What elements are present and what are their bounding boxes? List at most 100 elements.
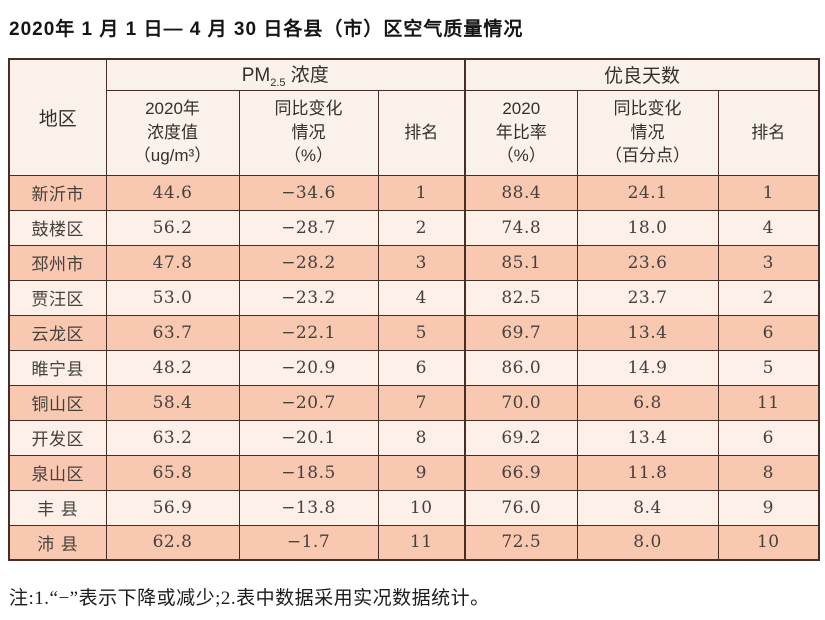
pm25-suffix: 浓度 xyxy=(285,65,329,87)
pm-rank-cell: 1 xyxy=(377,174,466,211)
table-header: 地区 PM2.5 浓度 优良天数 2020年 浓度值 （ug/m³） 同比变化 … xyxy=(8,58,820,176)
gd-rate-cell: 69.7 xyxy=(464,314,578,351)
gd-rate-cell: 70.0 xyxy=(464,384,578,421)
gd-rank-cell: 6 xyxy=(717,314,820,351)
pm-value-cell: 63.2 xyxy=(105,419,240,456)
pm-change-cell: −20.7 xyxy=(238,384,379,421)
pm-value-cell: 63.7 xyxy=(105,314,240,351)
gd-rate-cell: 86.0 xyxy=(464,349,578,386)
region-cell: 贾汪区 xyxy=(8,279,107,316)
gd-change-cell: 13.4 xyxy=(576,419,719,456)
pm-rank-cell: 10 xyxy=(377,489,466,526)
pm25-prefix: PM xyxy=(241,65,271,87)
table-row: 鼓楼区 56.2 −28.7 2 74.8 18.0 4 xyxy=(8,209,820,246)
table-row: 睢宁县 48.2 −20.9 6 86.0 14.9 5 xyxy=(8,349,820,386)
table-row: 铜山区 58.4 −20.7 7 70.0 6.8 11 xyxy=(8,384,820,421)
gd-rank-cell: 6 xyxy=(717,419,820,456)
pm-value-cell: 48.2 xyxy=(105,349,240,386)
gd-rank-cell: 9 xyxy=(717,489,820,526)
header-pm-change: 同比变化 情况 （%） xyxy=(238,89,379,176)
gd-rate-cell: 66.9 xyxy=(464,454,578,491)
pm-value-cell: 56.9 xyxy=(105,489,240,526)
gd-change-cell: 18.0 xyxy=(576,209,719,246)
pm-value-cell: 56.2 xyxy=(105,209,240,246)
pm-value-cell: 44.6 xyxy=(105,174,240,211)
pm25-subscript: 2.5 xyxy=(270,77,286,90)
gd-rate-cell: 82.5 xyxy=(464,279,578,316)
table-row: 丰 县 56.9 −13.8 10 76.0 8.4 9 xyxy=(8,489,820,526)
gd-rank-cell: 8 xyxy=(717,454,820,491)
pm-value-cell: 65.8 xyxy=(105,454,240,491)
group-header-row: 地区 PM2.5 浓度 优良天数 xyxy=(8,58,820,176)
region-cell: 沛 县 xyxy=(8,524,107,561)
pm-change-cell: −20.1 xyxy=(238,419,379,456)
gd-change-cell: 14.9 xyxy=(576,349,719,386)
footnote: 注:1.“−”表示下降或减少;2.表中数据采用实况数据统计。 xyxy=(9,588,490,609)
air-quality-table: 地区 PM2.5 浓度 优良天数 2020年 浓度值 （ug/m³） 同比变化 … xyxy=(8,58,821,561)
gd-rank-cell: 2 xyxy=(717,279,820,316)
pm-rank-cell: 4 xyxy=(377,279,466,316)
gd-change-cell: 13.4 xyxy=(576,314,719,351)
gd-change-cell: 8.0 xyxy=(576,524,719,561)
pm-value-cell: 53.0 xyxy=(105,279,240,316)
gd-change-cell: 23.7 xyxy=(576,279,719,316)
gd-rank-cell: 10 xyxy=(717,524,820,561)
header-gd-rate: 2020 年比率 （%） xyxy=(464,89,578,176)
gd-change-cell: 23.6 xyxy=(576,244,719,281)
header-group-good-days: 优良天数 xyxy=(464,58,820,91)
pm-rank-cell: 8 xyxy=(377,419,466,456)
pm-rank-cell: 7 xyxy=(377,384,466,421)
pm-change-cell: −23.2 xyxy=(238,279,379,316)
table-row: 贾汪区 53.0 −23.2 4 82.5 23.7 2 xyxy=(8,279,820,316)
gd-rank-cell: 4 xyxy=(717,209,820,246)
pm-change-cell: −20.9 xyxy=(238,349,379,386)
pm-change-cell: −1.7 xyxy=(238,524,379,561)
gd-rate-cell: 85.1 xyxy=(464,244,578,281)
pm-rank-cell: 3 xyxy=(377,244,466,281)
pm-change-cell: −28.2 xyxy=(238,244,379,281)
pm-value-cell: 62.8 xyxy=(105,524,240,561)
region-cell: 开发区 xyxy=(8,419,107,456)
gd-rate-cell: 74.8 xyxy=(464,209,578,246)
header-pm-rank: 排名 xyxy=(377,89,466,176)
gd-rank-cell: 1 xyxy=(717,174,820,211)
table-row: 云龙区 63.7 −22.1 5 69.7 13.4 6 xyxy=(8,314,820,351)
pm-change-cell: −28.7 xyxy=(238,209,379,246)
gd-rate-cell: 88.4 xyxy=(464,174,578,211)
header-group-pm25: PM2.5 浓度 xyxy=(105,58,466,91)
sub-header-row: 2020年 浓度值 （ug/m³） 同比变化 情况 （%） 排名 2020 年比… xyxy=(9,89,820,176)
pm-rank-cell: 2 xyxy=(377,209,466,246)
region-cell: 丰 县 xyxy=(8,489,107,526)
pm-change-cell: −13.8 xyxy=(238,489,379,526)
pm-change-cell: −22.1 xyxy=(238,314,379,351)
pm-change-cell: −34.6 xyxy=(238,174,379,211)
pm-change-cell: −18.5 xyxy=(238,454,379,491)
gd-rate-cell: 76.0 xyxy=(464,489,578,526)
region-cell: 新沂市 xyxy=(8,174,107,211)
region-cell: 邳州市 xyxy=(8,244,107,281)
gd-rate-cell: 72.5 xyxy=(464,524,578,561)
page-title: 2020年 1 月 1 日— 4 月 30 日各县（市）区空气质量情况 xyxy=(9,19,524,40)
pm-value-cell: 58.4 xyxy=(105,384,240,421)
table-row: 新沂市 44.6 −34.6 1 88.4 24.1 1 xyxy=(8,174,820,211)
header-gd-change: 同比变化 情况 （百分点） xyxy=(576,89,719,176)
gd-rank-cell: 11 xyxy=(717,384,820,421)
header-region: 地区 xyxy=(8,58,107,176)
table-body: 新沂市 44.6 −34.6 1 88.4 24.1 1 鼓楼区 56.2 −28.7 2 74.8 1… xyxy=(8,174,820,561)
table-row: 沛 县 62.8 −1.7 11 72.5 8.0 10 xyxy=(8,524,820,561)
gd-rank-cell: 5 xyxy=(717,349,820,386)
gd-change-cell: 6.8 xyxy=(576,384,719,421)
region-cell: 铜山区 xyxy=(8,384,107,421)
table-row: 开发区 63.2 −20.1 8 69.2 13.4 6 xyxy=(8,419,820,456)
pm-value-cell: 47.8 xyxy=(105,244,240,281)
pm-rank-cell: 6 xyxy=(377,349,466,386)
header-gd-rank: 排名 xyxy=(717,89,820,176)
gd-change-cell: 24.1 xyxy=(576,174,719,211)
pm-rank-cell: 11 xyxy=(377,524,466,561)
gd-rank-cell: 3 xyxy=(717,244,820,281)
table-row: 邳州市 47.8 −28.2 3 85.1 23.6 3 xyxy=(8,244,820,281)
region-cell: 泉山区 xyxy=(8,454,107,491)
region-cell: 云龙区 xyxy=(8,314,107,351)
pm-rank-cell: 5 xyxy=(377,314,466,351)
